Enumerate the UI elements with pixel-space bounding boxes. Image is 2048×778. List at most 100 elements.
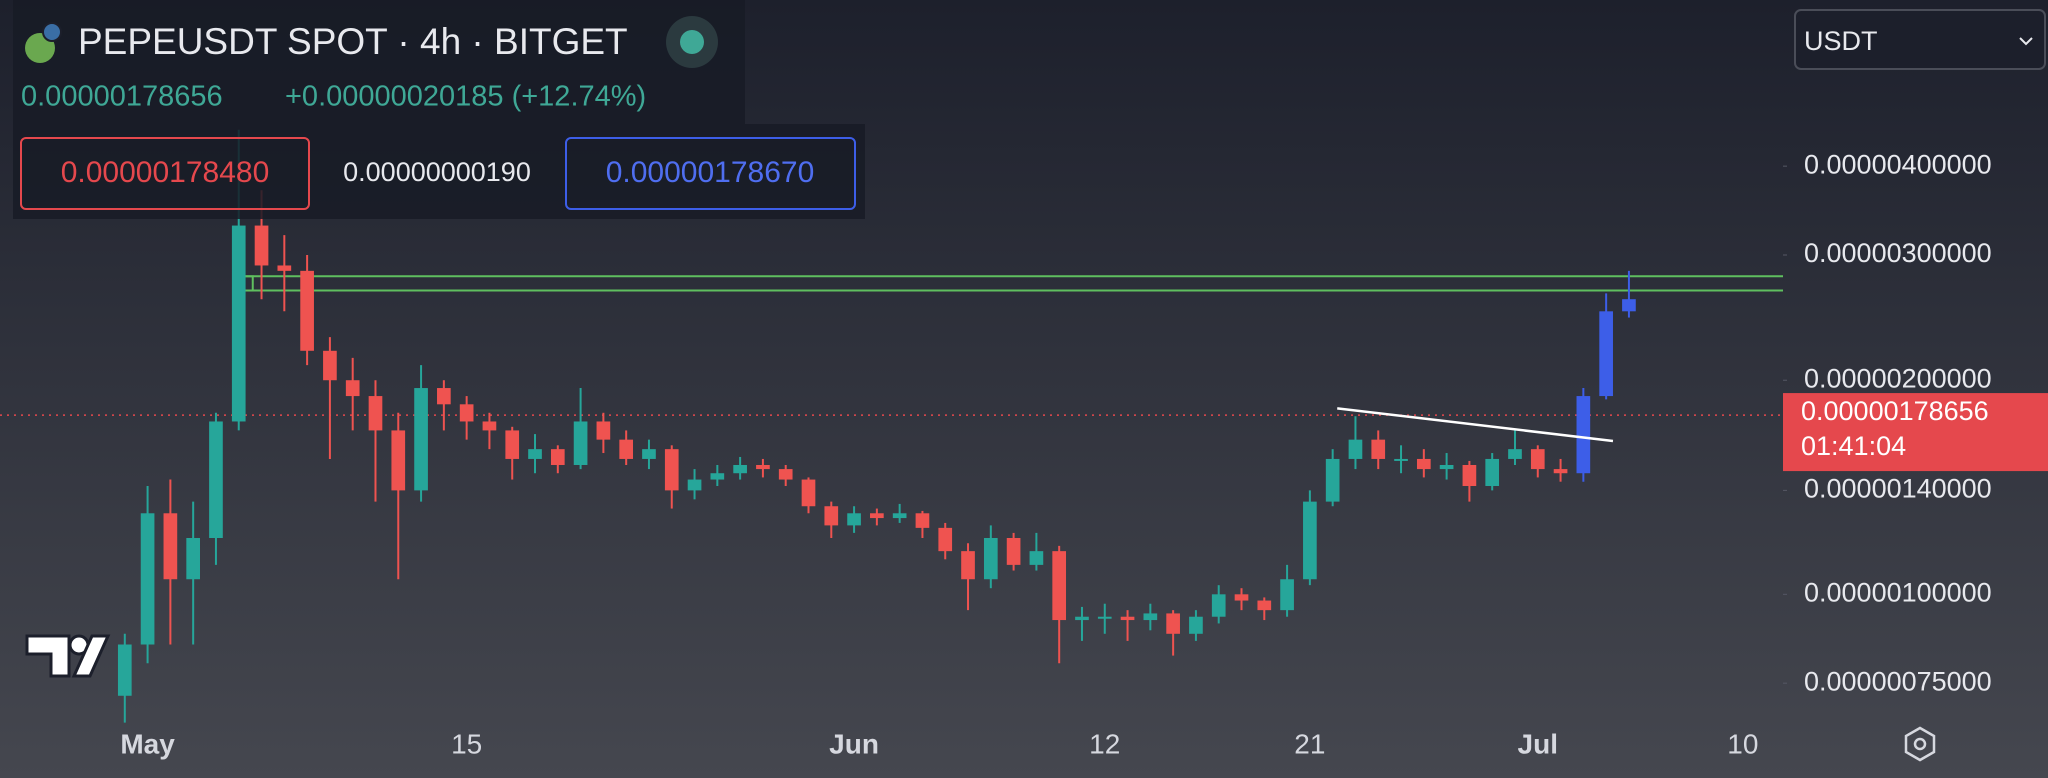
candle-body bbox=[1371, 439, 1386, 459]
candle-body bbox=[664, 449, 679, 491]
candle-body bbox=[1166, 613, 1180, 634]
x-tick-label: Jul bbox=[1518, 728, 1558, 759]
status-dot[interactable] bbox=[680, 30, 704, 54]
candle-body bbox=[1189, 616, 1203, 634]
candle-body bbox=[824, 506, 839, 526]
candle-body bbox=[254, 225, 269, 266]
settings-center[interactable] bbox=[1913, 737, 1927, 751]
last-price-axis-label: 0.00000178656 bbox=[1801, 396, 1989, 426]
candle-body bbox=[1006, 538, 1021, 565]
y-tick-label: 0.00000140000 bbox=[1804, 474, 1992, 504]
candle-body bbox=[710, 473, 725, 480]
candle-body bbox=[323, 350, 337, 381]
price-change: +0.00000020185 (+12.74%) bbox=[285, 81, 646, 113]
candle-body bbox=[1622, 299, 1636, 312]
candle-body bbox=[459, 404, 474, 422]
currency-label[interactable]: USDT bbox=[1804, 26, 1878, 56]
dropdown-arrow[interactable] bbox=[2019, 37, 2033, 46]
candle-body bbox=[368, 396, 383, 431]
candle-body bbox=[801, 479, 816, 507]
y-tick-label: 0.00000075000 bbox=[1804, 666, 1992, 696]
y-tick-label: 0.00000100000 bbox=[1804, 577, 1992, 607]
trend-line bbox=[1337, 407, 1614, 443]
settings-button[interactable] bbox=[1904, 726, 1936, 762]
candle-body bbox=[482, 421, 497, 431]
candle-body bbox=[1097, 616, 1112, 619]
candle-body bbox=[870, 513, 884, 519]
candle-body bbox=[277, 265, 292, 271]
dropdown-box[interactable] bbox=[1794, 9, 2046, 70]
x-tick-label: 10 bbox=[1727, 728, 1758, 759]
last-price-box bbox=[1783, 393, 2048, 472]
ask-price[interactable]: 0.00000178670 bbox=[606, 156, 815, 189]
x-tick-label: May bbox=[120, 728, 175, 759]
header-panel bbox=[13, 0, 745, 124]
candle-body bbox=[528, 449, 542, 459]
candle-body bbox=[1599, 311, 1613, 397]
candle-body bbox=[687, 479, 702, 491]
countdown: 01:41:04 bbox=[1801, 431, 1906, 461]
candle-body bbox=[596, 421, 611, 440]
candle-body bbox=[1143, 613, 1158, 621]
candle-body bbox=[1553, 469, 1568, 474]
candle-body bbox=[642, 449, 656, 459]
header: PEPEUSDT SPOT · 4h · BITGET 0.0000017865… bbox=[13, 0, 865, 219]
candle-body bbox=[391, 430, 406, 491]
candle-body bbox=[163, 513, 178, 580]
candle-body bbox=[892, 513, 907, 519]
candle-body bbox=[619, 439, 634, 459]
candle-body bbox=[573, 421, 588, 465]
candle-body bbox=[345, 380, 360, 397]
candle-body bbox=[231, 225, 246, 422]
currency-dropdown[interactable]: USDT bbox=[1794, 9, 2046, 70]
candle-body bbox=[1211, 594, 1226, 617]
candle-body bbox=[1576, 396, 1591, 474]
last-price: 0.00000178656 bbox=[21, 81, 223, 113]
candle-body bbox=[1508, 449, 1522, 459]
x-tick-label: Jun bbox=[829, 728, 879, 759]
ask-box[interactable] bbox=[565, 137, 856, 210]
x-tick-label: 15 bbox=[451, 728, 482, 759]
candle-body bbox=[938, 527, 953, 552]
candle-body bbox=[1530, 449, 1545, 470]
candle-body bbox=[847, 513, 861, 526]
exchange-icon bbox=[42, 22, 62, 42]
candle-body bbox=[1234, 594, 1249, 601]
bid-box[interactable] bbox=[20, 137, 310, 210]
chart-title: PEPEUSDT SPOT · 4h · BITGET bbox=[78, 21, 628, 62]
candle-body bbox=[778, 469, 793, 480]
y-tick-label: 0.00000400000 bbox=[1804, 149, 1992, 179]
y-tick-label: 0.00000300000 bbox=[1804, 238, 1992, 268]
candle-body bbox=[1348, 439, 1363, 459]
candle-body bbox=[1052, 551, 1067, 621]
candle-body bbox=[1075, 616, 1089, 621]
candle-body bbox=[733, 464, 747, 474]
candle-body bbox=[140, 513, 155, 645]
candle-body bbox=[756, 464, 770, 470]
order-panel bbox=[13, 124, 865, 219]
candle-body bbox=[505, 430, 520, 459]
candle-body bbox=[437, 388, 451, 405]
candle-body bbox=[209, 421, 223, 539]
candle-body bbox=[983, 538, 998, 580]
candle-body bbox=[300, 270, 314, 351]
candle-body bbox=[1462, 464, 1477, 487]
candle-body bbox=[1394, 458, 1408, 461]
candle-body bbox=[1325, 458, 1340, 502]
candle-body bbox=[1280, 579, 1294, 611]
candle-body bbox=[1416, 458, 1431, 470]
logo bbox=[25, 634, 111, 678]
candle-body bbox=[1120, 616, 1135, 621]
candle-body bbox=[1257, 600, 1272, 611]
candle-body bbox=[1303, 501, 1317, 580]
logo-slash bbox=[71, 634, 111, 678]
candle-body bbox=[1485, 458, 1500, 487]
bid-price[interactable]: 0.00000178480 bbox=[61, 156, 270, 189]
candle-body bbox=[117, 644, 132, 696]
spread: 0.00000000190 bbox=[343, 157, 531, 187]
x-tick-label: 12 bbox=[1089, 728, 1120, 759]
candle-body bbox=[915, 513, 930, 528]
candle-body bbox=[1029, 551, 1044, 565]
